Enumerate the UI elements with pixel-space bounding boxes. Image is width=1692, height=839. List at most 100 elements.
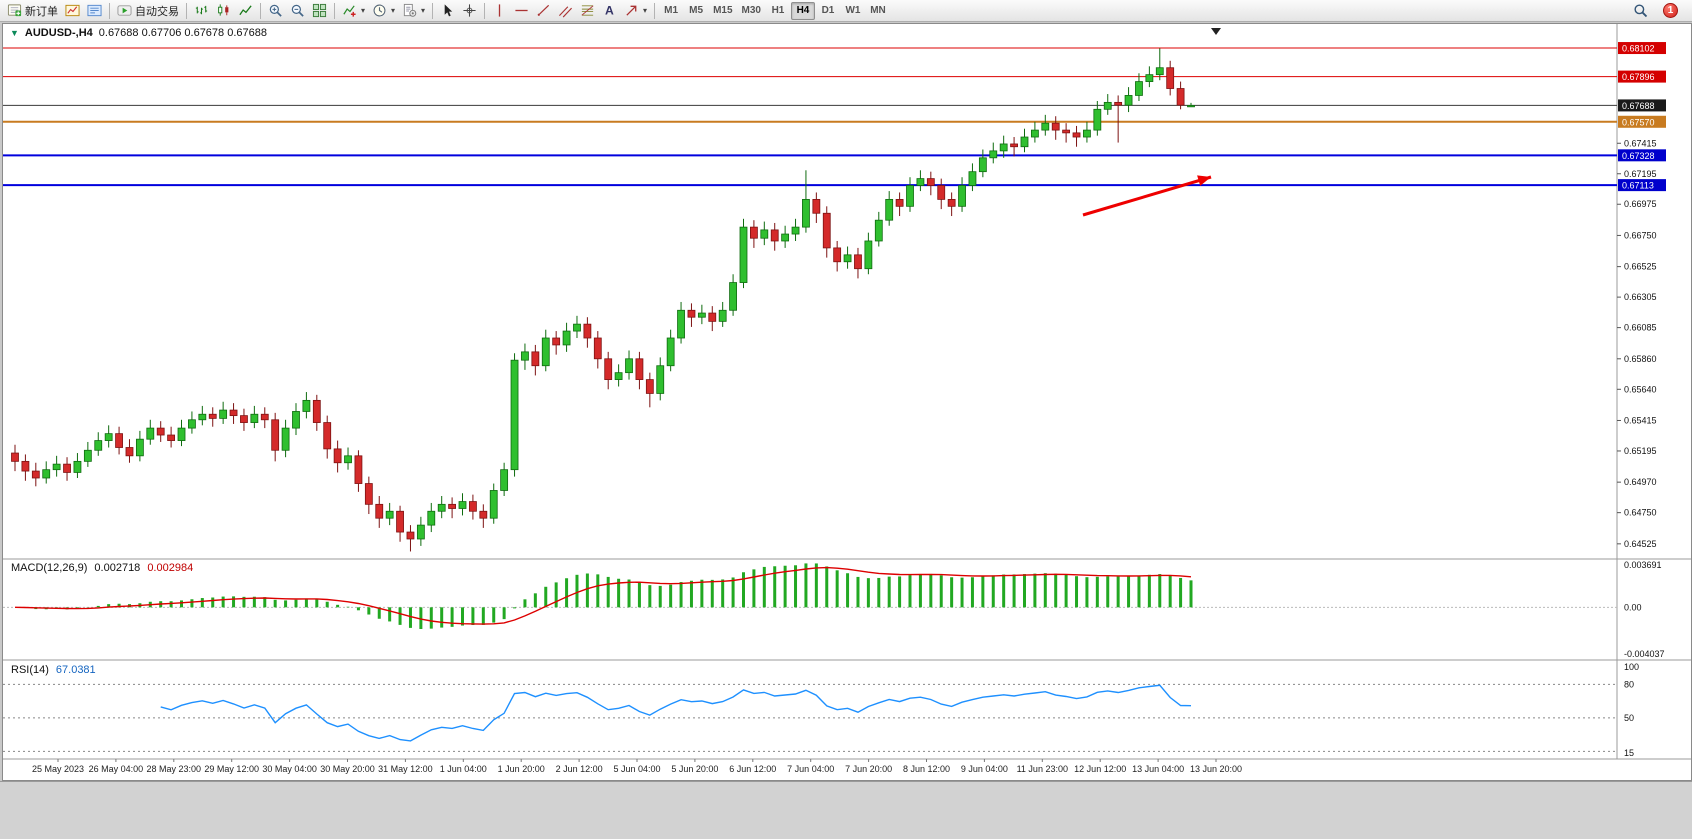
- timeframe-mn-button[interactable]: MN: [866, 2, 890, 20]
- caret-down-icon: ▾: [643, 6, 648, 15]
- candle: [573, 323, 581, 332]
- cursor-button[interactable]: [437, 1, 458, 21]
- price-tag-value: 0.67113: [1622, 181, 1654, 191]
- price-axis-label: 0.66085: [1624, 323, 1657, 333]
- candle: [521, 351, 529, 361]
- rsi-value: 67.0381: [55, 664, 96, 676]
- tile-windows-button[interactable]: [309, 1, 330, 21]
- candle: [968, 171, 977, 186]
- timeframe-d1-button[interactable]: D1: [816, 2, 840, 20]
- templates-button[interactable]: ▾: [399, 1, 428, 21]
- new-order-icon: [7, 3, 22, 18]
- timeframe-m30-button[interactable]: M30: [738, 2, 765, 20]
- candle: [271, 419, 280, 451]
- indicators-button[interactable]: ▾: [339, 1, 368, 21]
- candle: [500, 469, 509, 491]
- price-tag-value: 0.67688: [1622, 101, 1655, 111]
- price-tag: [1618, 149, 1666, 162]
- candlestick-icon: [216, 3, 231, 18]
- trendline-button[interactable]: [533, 1, 554, 21]
- candle: [1114, 101, 1123, 106]
- candle: [323, 422, 332, 450]
- candle: [292, 411, 300, 429]
- search-button[interactable]: [1630, 1, 1651, 21]
- candle: [52, 463, 61, 471]
- price-tag: [1618, 70, 1666, 83]
- candlestick-chart-button[interactable]: [213, 1, 234, 21]
- caret-down-icon: ▾: [421, 6, 426, 15]
- toolbar-separator: [186, 2, 187, 19]
- candle: [1020, 136, 1029, 148]
- fibonacci-button[interactable]: [577, 1, 598, 21]
- price-tag: [1618, 42, 1666, 55]
- candle: [125, 447, 134, 457]
- chart-window-button[interactable]: [62, 1, 83, 21]
- toolbar-separator: [109, 2, 110, 19]
- timeframe-m1-button[interactable]: M1: [659, 2, 683, 20]
- candle: [281, 427, 290, 451]
- rsi-axis-label: 100: [1624, 662, 1639, 672]
- timeframe-m15-button[interactable]: M15: [709, 2, 736, 20]
- candle: [437, 503, 446, 512]
- notifications-badge[interactable]: 1: [1663, 3, 1678, 18]
- line-chart-button[interactable]: [235, 1, 256, 21]
- toolbar-right: 1: [1630, 1, 1688, 21]
- candle: [677, 309, 685, 339]
- candle: [219, 409, 228, 419]
- candle: [31, 470, 40, 479]
- vertical-line-button[interactable]: [489, 1, 510, 21]
- candle: [208, 413, 217, 419]
- bar-chart-button[interactable]: [191, 1, 212, 21]
- candle: [333, 448, 342, 464]
- candle: [1103, 101, 1112, 110]
- text-icon: A: [602, 3, 617, 18]
- candle: [937, 185, 946, 200]
- timeframe-h1-button[interactable]: H1: [766, 2, 790, 20]
- trend-arrow[interactable]: [1082, 175, 1212, 217]
- zoom-in-button[interactable]: [265, 1, 286, 21]
- candle: [791, 226, 800, 235]
- candle: [864, 240, 873, 270]
- candle: [406, 531, 415, 540]
- arrows-button[interactable]: ▾: [621, 1, 650, 21]
- candle: [1145, 74, 1154, 82]
- profiles-button[interactable]: [84, 1, 105, 21]
- auto-trading-button[interactable]: 自动交易: [114, 1, 182, 21]
- symbol-marker-icon[interactable]: ▼: [10, 28, 19, 38]
- tile-windows-icon: [312, 3, 327, 18]
- status-area: [0, 781, 1692, 839]
- candle: [999, 143, 1008, 152]
- candle: [614, 372, 623, 380]
- candle: [833, 247, 842, 263]
- candle: [541, 337, 550, 367]
- timeframe-w1-button[interactable]: W1: [841, 2, 865, 20]
- zoom-out-button[interactable]: [287, 1, 308, 21]
- candle: [854, 254, 862, 270]
- candle: [1124, 95, 1133, 106]
- candle: [1010, 143, 1018, 148]
- new-order-button[interactable]: 新订单: [4, 1, 61, 21]
- macd-axis-label: 0.003691: [1624, 560, 1662, 570]
- price-tag: [1618, 115, 1666, 128]
- timeframe-h4-button[interactable]: H4: [790, 1, 815, 20]
- trend-arrow-head[interactable]: [1197, 175, 1211, 186]
- chart-shift-marker[interactable]: [1211, 28, 1221, 35]
- crosshair-button[interactable]: [459, 1, 480, 21]
- time-axis-label: 7 Jun 04:00: [787, 764, 834, 774]
- toolbar: 新订单 自动交易 ▾ ▾ ▾ A ▾ M1 M5 M15 M30 H1 H4 D1 W1 MN 1: [0, 0, 1692, 22]
- candle: [396, 510, 404, 533]
- candle: [250, 413, 259, 423]
- time-axis-label: 28 May 23:00: [147, 764, 202, 774]
- clock-icon: [372, 3, 387, 18]
- zoom-out-icon: [290, 3, 305, 18]
- toolbar-separator: [654, 2, 656, 19]
- macd-signal-line: [14, 566, 1192, 625]
- chart-symbol: AUDUSD-,H4: [24, 27, 93, 39]
- channel-button[interactable]: [555, 1, 576, 21]
- periods-button[interactable]: ▾: [369, 1, 398, 21]
- timeframe-m5-button[interactable]: M5: [684, 2, 708, 20]
- text-label-button[interactable]: A: [599, 1, 620, 21]
- candle: [135, 438, 144, 457]
- horizontal-line-button[interactable]: [511, 1, 532, 21]
- time-axis-label: 9 Jun 04:00: [961, 764, 1008, 774]
